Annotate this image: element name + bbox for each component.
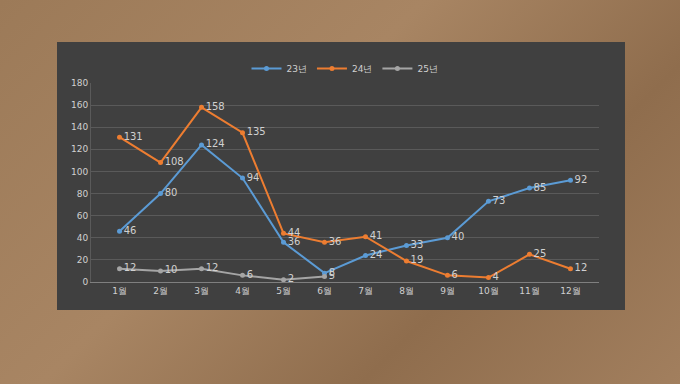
svg-text:36: 36 (329, 236, 342, 247)
svg-text:131: 131 (124, 131, 143, 142)
svg-text:12월: 12월 (560, 286, 580, 296)
svg-text:25: 25 (534, 248, 547, 259)
svg-text:8월: 8월 (399, 286, 414, 296)
svg-text:12: 12 (206, 262, 219, 273)
svg-text:100: 100 (71, 167, 88, 177)
svg-text:8: 8 (329, 267, 335, 278)
svg-text:80: 80 (165, 187, 178, 198)
svg-text:135: 135 (247, 126, 266, 137)
svg-text:6: 6 (452, 269, 458, 280)
svg-text:108: 108 (165, 156, 184, 167)
svg-text:12: 12 (575, 262, 588, 273)
svg-text:12: 12 (124, 262, 137, 273)
svg-text:7월: 7월 (358, 286, 373, 296)
svg-text:5월: 5월 (276, 286, 291, 296)
svg-text:4월: 4월 (235, 286, 250, 296)
svg-text:11월: 11월 (519, 286, 539, 296)
svg-text:40: 40 (452, 231, 465, 242)
svg-text:160: 160 (71, 100, 88, 110)
svg-text:46: 46 (124, 225, 137, 236)
svg-text:5: 5 (329, 270, 335, 281)
svg-text:40: 40 (77, 233, 89, 243)
svg-text:85: 85 (534, 182, 547, 193)
svg-text:0: 0 (82, 277, 88, 287)
svg-text:2: 2 (288, 273, 294, 284)
svg-text:10월: 10월 (478, 286, 498, 296)
svg-text:1월: 1월 (112, 286, 127, 296)
svg-text:73: 73 (493, 195, 506, 206)
svg-text:6월: 6월 (317, 286, 332, 296)
svg-text:158: 158 (206, 101, 225, 112)
svg-text:94: 94 (247, 172, 260, 183)
svg-text:124: 124 (206, 138, 225, 149)
svg-text:120: 120 (71, 144, 88, 154)
svg-text:92: 92 (575, 174, 588, 185)
svg-text:9월: 9월 (440, 286, 455, 296)
svg-text:24: 24 (370, 249, 383, 260)
svg-text:140: 140 (71, 122, 88, 132)
svg-text:180: 180 (71, 78, 88, 88)
svg-text:20: 20 (77, 255, 89, 265)
svg-text:4: 4 (493, 271, 499, 282)
svg-text:3월: 3월 (194, 286, 209, 296)
svg-text:6: 6 (247, 269, 253, 280)
svg-text:2월: 2월 (153, 286, 168, 296)
svg-text:60: 60 (77, 211, 89, 221)
svg-text:33: 33 (411, 239, 424, 250)
svg-text:19: 19 (411, 254, 424, 265)
svg-text:41: 41 (370, 230, 383, 241)
svg-text:44: 44 (288, 227, 301, 238)
svg-text:10: 10 (165, 264, 178, 275)
svg-text:25년: 25년 (417, 64, 437, 74)
svg-text:36: 36 (288, 236, 301, 247)
svg-text:24년: 24년 (352, 64, 372, 74)
svg-text:23년: 23년 (287, 64, 307, 74)
svg-text:80: 80 (77, 189, 89, 199)
